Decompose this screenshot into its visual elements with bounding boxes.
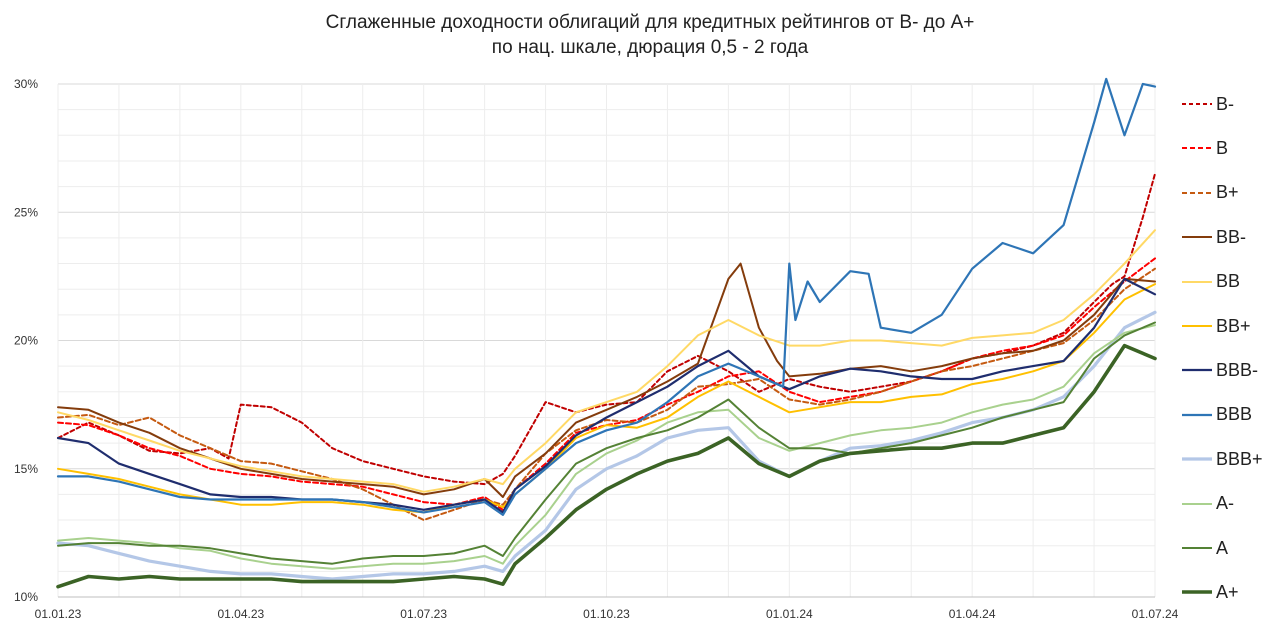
legend-item-B+: B+: [1180, 181, 1239, 205]
series-line-BBB+: [56, 310, 1157, 581]
legend-item-A-: A-: [1180, 492, 1234, 516]
x-tick-label: 01.01.24: [766, 607, 813, 621]
legend-label: BB-: [1216, 226, 1247, 247]
legend-swatch: [1182, 547, 1212, 549]
legend-swatch: [1182, 147, 1212, 150]
legend-item-BBB: BBB: [1180, 403, 1252, 427]
gridlines: [57, 83, 1156, 598]
legend-label: A: [1216, 537, 1229, 558]
legend-label: BBB: [1216, 404, 1253, 425]
series-line-A+: [56, 343, 1157, 589]
x-tick-label: 01.07.24: [1132, 607, 1179, 621]
legend-swatch: [1182, 191, 1212, 194]
legend-item-BBB+: BBB+: [1180, 447, 1263, 471]
legend-swatch: [1182, 590, 1212, 595]
legend-swatch: [1182, 325, 1212, 327]
legend-swatch: [1182, 413, 1212, 416]
legend-swatch: [1182, 457, 1212, 461]
series-line-BB+: [57, 283, 1156, 514]
legend-swatch: [1182, 236, 1212, 239]
chart-subtitle: по нац. шкале, дюрация 0,5 - 2 года: [491, 37, 809, 58]
legend-label: A+: [1216, 581, 1239, 602]
legend-item-B: B: [1180, 136, 1228, 160]
series-lines: [56, 77, 1157, 589]
legend-item-BBB-: BBB-: [1180, 358, 1258, 382]
x-tick-label: 01.04.24: [949, 607, 996, 621]
series-line-BB: [57, 229, 1156, 493]
x-tick-label: 01.01.23: [35, 607, 82, 621]
legend-swatch: [1182, 103, 1212, 105]
y-tick-label: 25%: [14, 205, 38, 219]
x-tick-label: 01.10.23: [583, 607, 630, 621]
legend-item-BB-: BB-: [1180, 225, 1246, 249]
x-tick-label: 01.07.23: [400, 607, 447, 621]
series-line-BB-: [57, 262, 1156, 498]
y-tick-label: 10%: [14, 590, 38, 604]
legend-label: A-: [1216, 493, 1234, 514]
x-tick-label: 01.04.23: [217, 607, 264, 621]
series-line-B+: [57, 267, 1156, 521]
y-tick-label: 20%: [14, 334, 38, 348]
legend-item-BB+: BB+: [1180, 314, 1251, 338]
legend-label: B+: [1216, 182, 1239, 203]
legend-swatch: [1182, 502, 1212, 505]
legend-label: B-: [1216, 93, 1234, 114]
series-line-B-: [57, 172, 1156, 486]
y-tick-label: 15%: [14, 462, 38, 476]
legend-label: BB+: [1216, 315, 1251, 336]
chart-title: Сглаженные доходности облигаций для кред…: [325, 12, 975, 33]
legend-item-B-: B-: [1180, 92, 1234, 116]
legend-swatch: [1182, 369, 1212, 372]
legend-item-BB: BB: [1180, 270, 1240, 294]
series-line-BBB: [56, 77, 1157, 517]
y-axis-ticks: 10% 15% 20% 25% 30%: [14, 77, 38, 604]
series-line-A: [57, 321, 1156, 565]
legend-label: BBB-: [1216, 359, 1259, 380]
legend-item-A: A: [1180, 536, 1228, 560]
legend-item-A+: A+: [1180, 580, 1239, 604]
legend-swatch: [1182, 280, 1212, 283]
legend-label: B: [1216, 137, 1229, 158]
x-axis-ticks: 01.01.23 01.04.23 01.07.23 01.10.23 01.01.24…: [35, 607, 1179, 621]
series-line-A-: [57, 324, 1156, 570]
y-tick-label: 30%: [14, 77, 38, 91]
legend-label: BB: [1216, 271, 1241, 292]
legend-label: BBB+: [1216, 448, 1263, 469]
series-line-BBB-: [56, 277, 1157, 514]
